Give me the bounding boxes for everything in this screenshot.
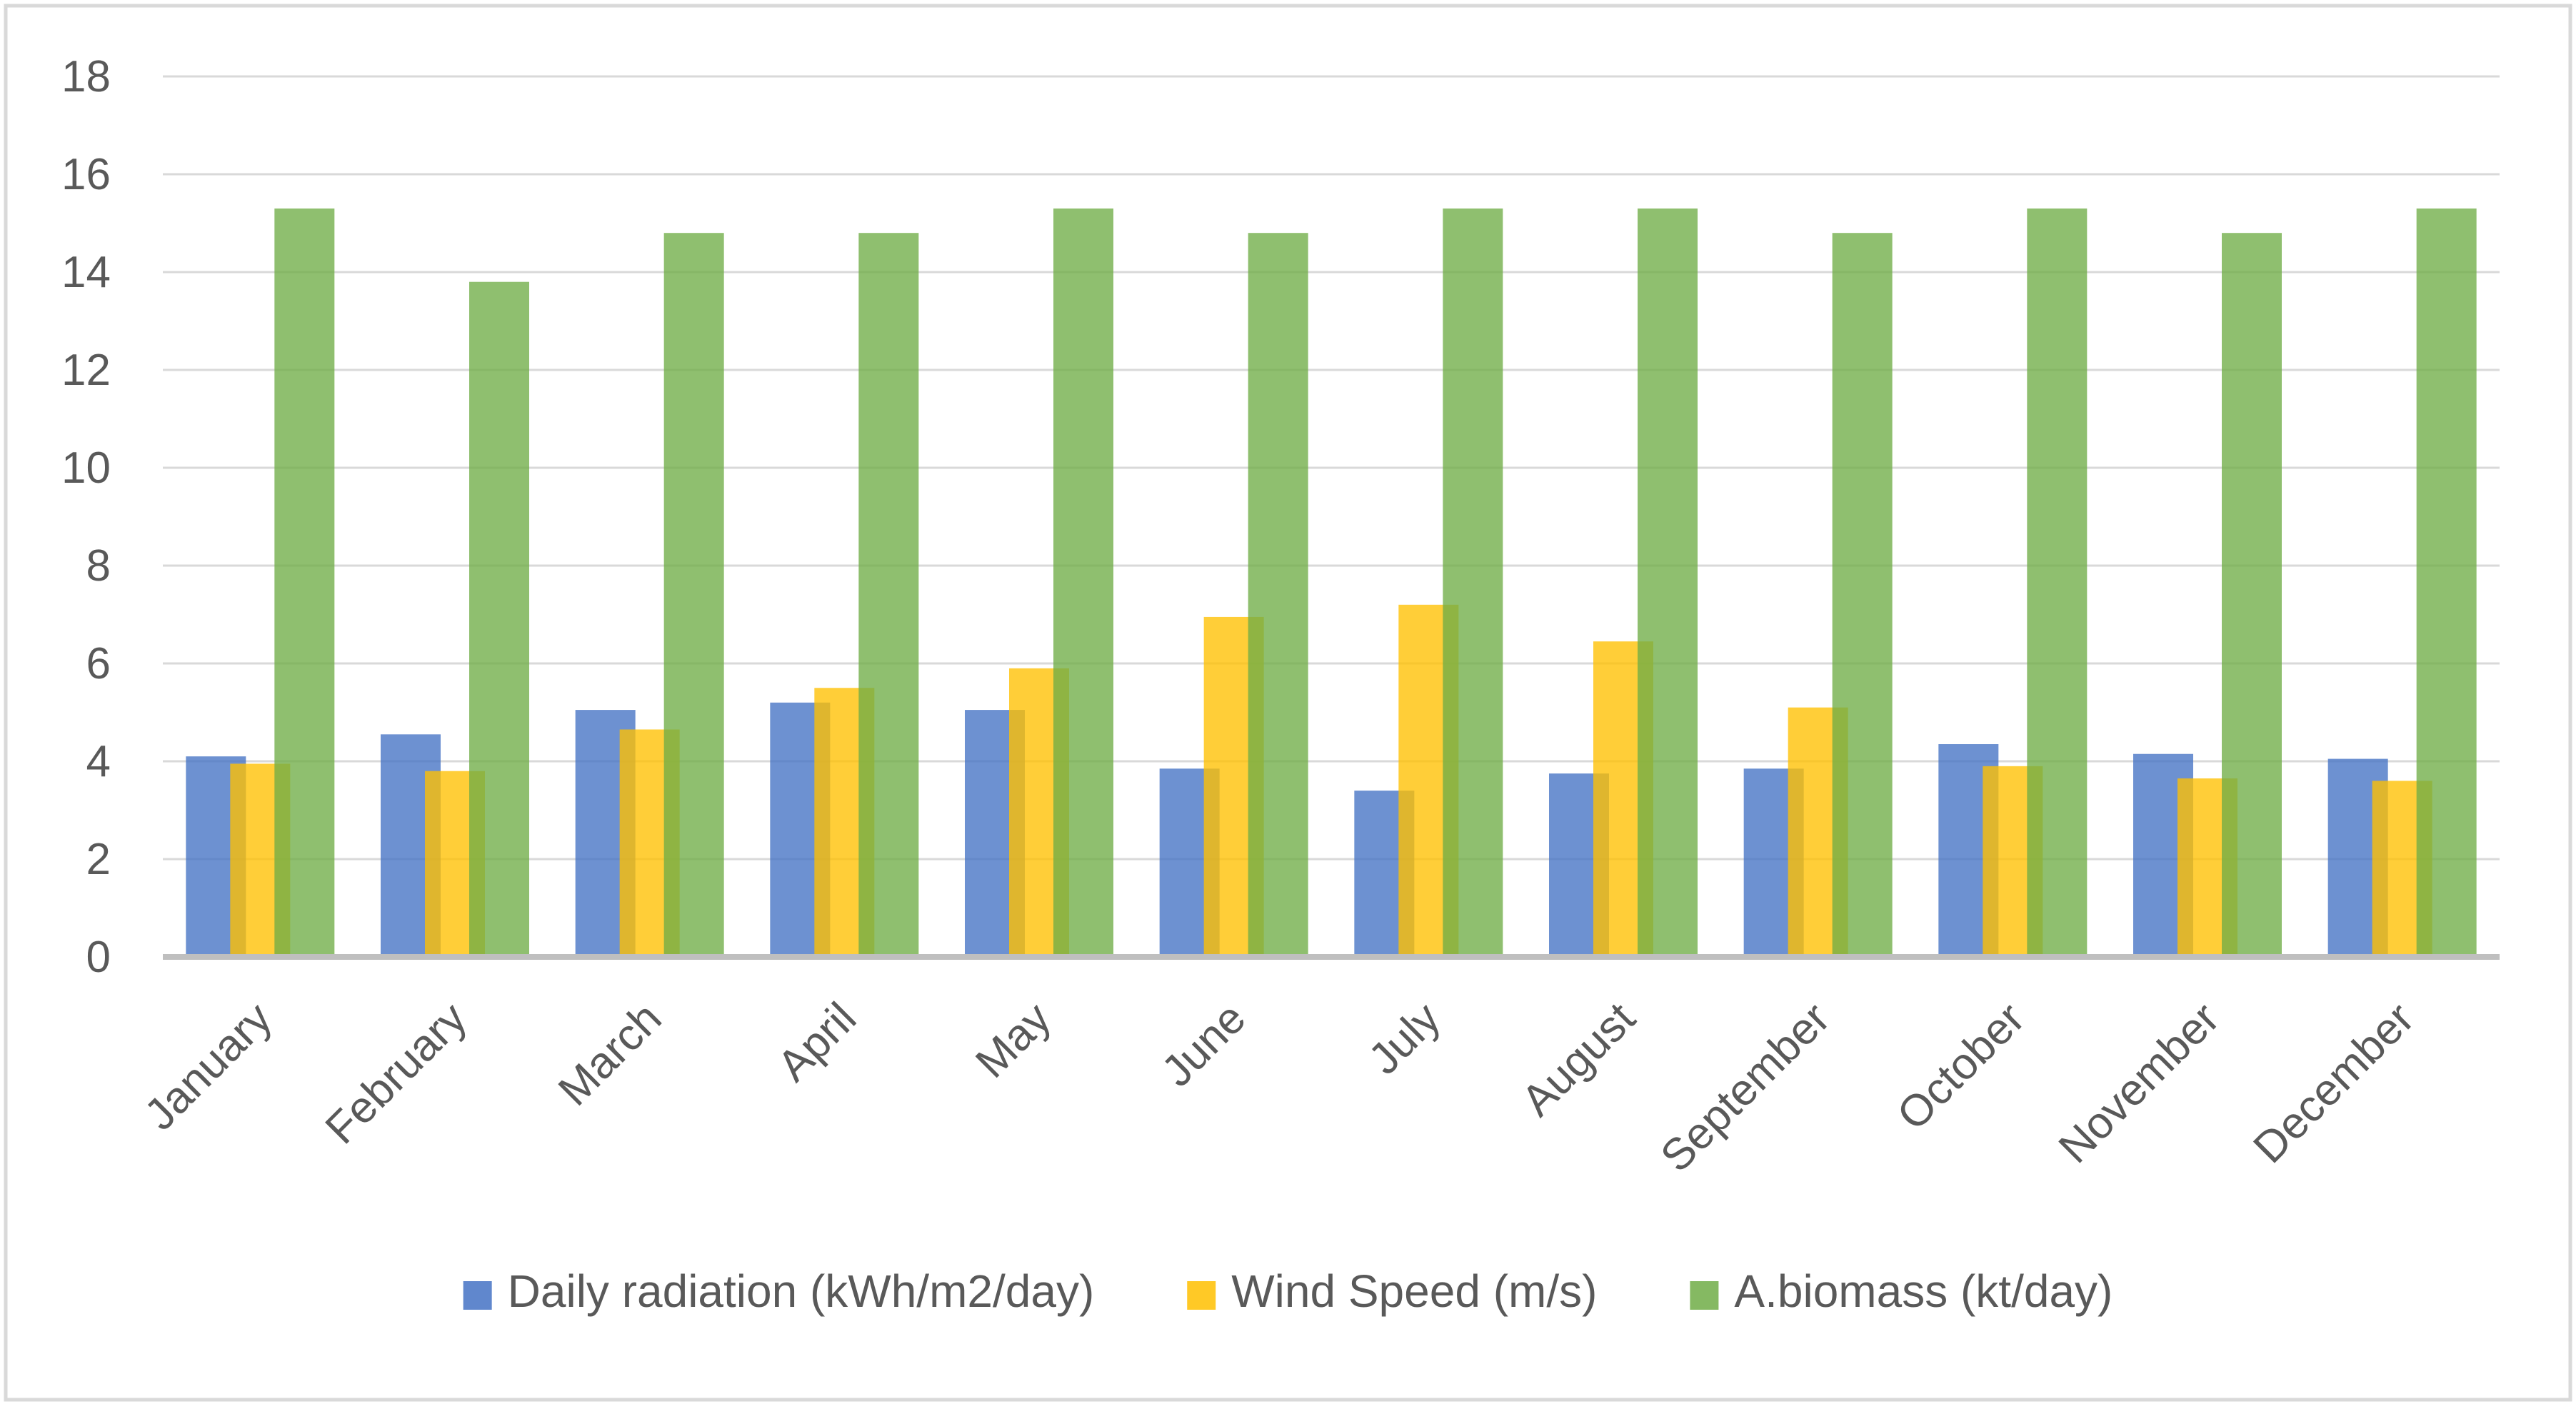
legend-swatch: [1187, 1281, 1216, 1310]
y-tick-label: 12: [61, 346, 111, 395]
legend-swatch: [463, 1281, 492, 1310]
y-tick-label: 18: [61, 52, 111, 101]
legend-item: A.biomass (kt/day): [1690, 1265, 2113, 1317]
legend-swatch: [1690, 1281, 1719, 1310]
bar-may-series-3: [1053, 208, 1113, 958]
y-tick-label: 14: [61, 248, 111, 297]
bar-march-series-3: [663, 233, 724, 957]
legend-label: A.biomass (kt/day): [1734, 1265, 2113, 1317]
bars: [186, 208, 2477, 958]
bar-february-series-3: [469, 281, 529, 957]
bar-april-series-3: [858, 233, 919, 957]
y-tick-label: 8: [86, 541, 111, 591]
y-tick-label: 10: [61, 443, 111, 493]
bar-november-series-3: [2222, 233, 2282, 957]
bar-october-series-3: [2027, 208, 2088, 958]
bar-july-series-3: [1443, 208, 1503, 958]
legend-label: Daily radiation (kWh/m2/day): [508, 1265, 1095, 1317]
y-tick-label: 16: [61, 150, 111, 199]
legend-label: Wind Speed (m/s): [1231, 1265, 1597, 1317]
y-tick-label: 6: [86, 639, 111, 688]
y-tick-label: 4: [86, 737, 111, 786]
bar-september-series-3: [1832, 233, 1893, 957]
legend: Daily radiation (kWh/m2/day) Wind Speed (…: [463, 1265, 2113, 1317]
y-axis-ticks: 0 2 4 6 8 10 12 14 16 18: [61, 52, 111, 982]
legend-item: Wind Speed (m/s): [1187, 1265, 1597, 1317]
bar-august-series-3: [1638, 208, 1698, 958]
legend-item: Daily radiation (kWh/m2/day): [463, 1265, 1095, 1317]
y-tick-label: 0: [86, 933, 111, 982]
bar-december-series-3: [2416, 208, 2477, 958]
bar-june-series-3: [1248, 233, 1308, 957]
y-tick-label: 2: [86, 835, 111, 884]
gridlines: [163, 75, 2500, 861]
bar-january-series-3: [274, 208, 335, 958]
